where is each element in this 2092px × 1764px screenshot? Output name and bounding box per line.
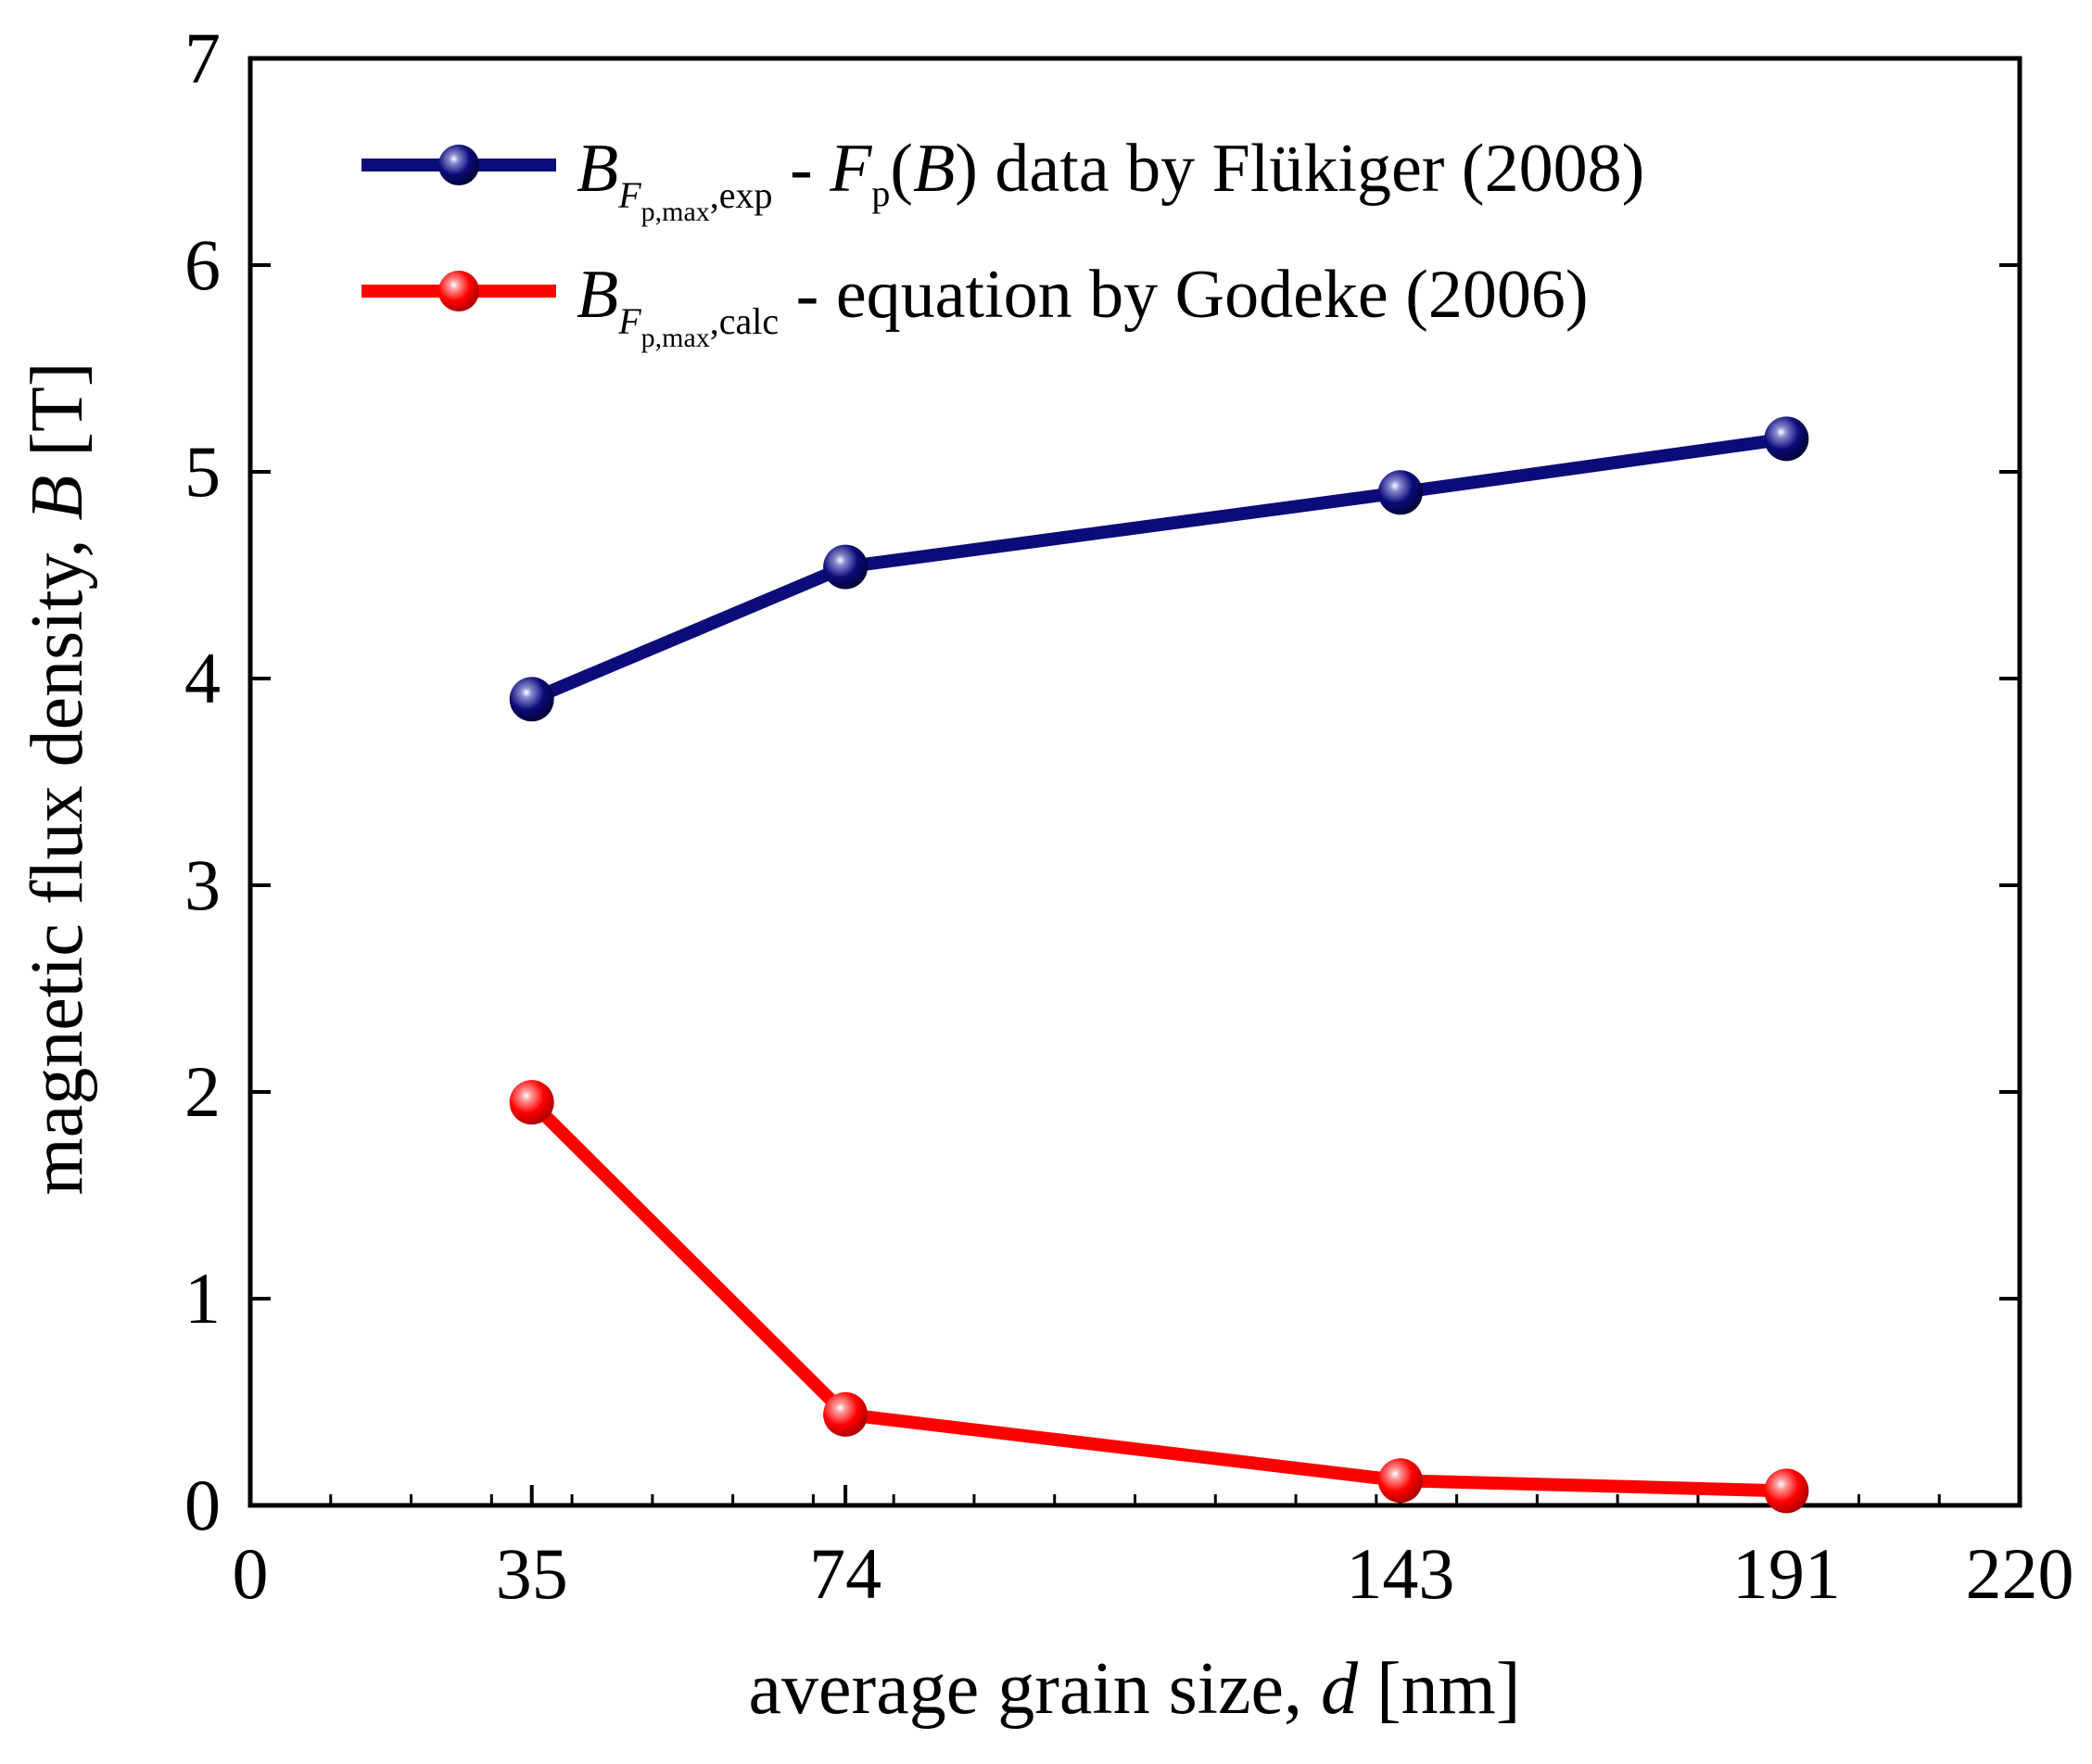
- y-tick-label-4: 4: [184, 638, 221, 718]
- legend-label-calc: BFp,max,calc - equation by Godeke (2006): [577, 257, 1589, 353]
- series-1-point-2: [1377, 1458, 1423, 1504]
- series-0-point-1: [823, 544, 868, 590]
- y-tick-label-0: 0: [184, 1465, 221, 1545]
- legend-entry-exp: BFp,max,exp - Fp(B) data by Flükiger (20…: [361, 131, 1644, 227]
- legend-marker-exp: [438, 145, 479, 185]
- y-tick-labels: 0 1 2 3 4 5 6 7: [184, 18, 221, 1545]
- legend: BFp,max,exp - Fp(B) data by Flükiger (20…: [361, 131, 1644, 353]
- y-axis-title: magnetic flux density, B [T]: [17, 362, 98, 1196]
- y-tick-label-1: 1: [184, 1258, 221, 1339]
- series-1-point-0: [509, 1080, 554, 1125]
- y-tick-label-5: 5: [184, 431, 221, 512]
- series-layer: [509, 416, 1809, 1514]
- y-tick-label-2: 2: [184, 1051, 221, 1132]
- y-tick-label-7: 7: [184, 18, 221, 98]
- legend-marker-calc: [438, 271, 479, 311]
- x-tick-label-2: 74: [809, 1533, 881, 1614]
- series-1-point-1: [823, 1391, 868, 1437]
- x-tick-label-0: 0: [233, 1533, 269, 1614]
- x-axis-title: average grain size, d [nm]: [749, 1648, 1521, 1730]
- series-0-point-2: [1377, 470, 1423, 515]
- x-tick-label-5: 220: [1966, 1533, 2074, 1614]
- series-1-point-3: [1764, 1468, 1809, 1514]
- y-tick-label-6: 6: [184, 224, 221, 305]
- series-0-point-0: [509, 677, 554, 722]
- x-tick-label-4: 191: [1732, 1533, 1841, 1614]
- x-tick-labels: 0 35 74 143 191 220: [233, 1533, 2074, 1614]
- x-tick-label-3: 143: [1346, 1533, 1454, 1614]
- legend-entry-calc: BFp,max,calc - equation by Godeke (2006): [361, 257, 1589, 353]
- series-0-point-3: [1764, 416, 1809, 462]
- series-line-1: [526, 1098, 1787, 1498]
- y-tick-label-3: 3: [184, 844, 221, 925]
- series-line-0: [528, 432, 1788, 705]
- legend-label-exp: BFp,max,exp - Fp(B) data by Flükiger (20…: [577, 131, 1644, 227]
- x-tick-label-1: 35: [496, 1533, 568, 1614]
